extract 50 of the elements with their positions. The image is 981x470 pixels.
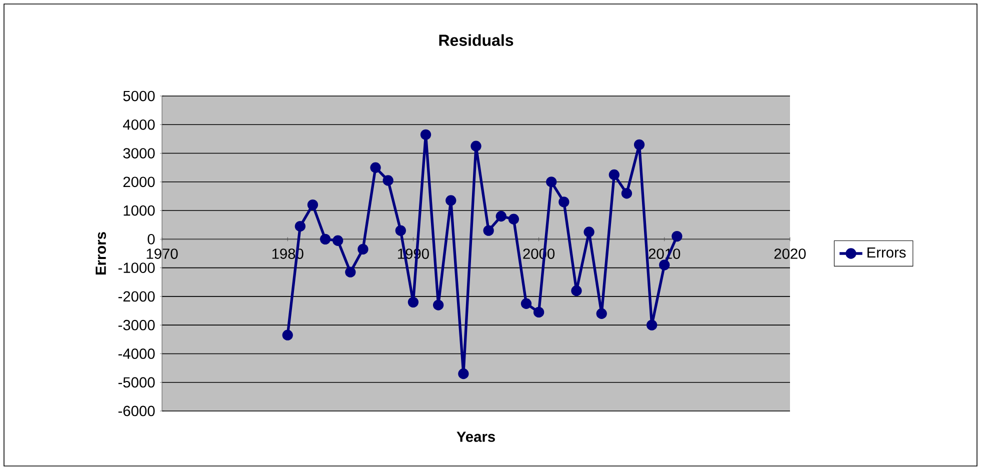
y-axis-title: Errors: [96, 232, 106, 275]
y-tick-label: 5000: [123, 90, 155, 102]
point: [345, 266, 356, 278]
point: [395, 225, 406, 236]
point: [358, 244, 368, 255]
point: [408, 296, 419, 308]
y-tick-label: 4000: [123, 119, 155, 130]
point: [332, 235, 344, 246]
point: [320, 234, 331, 245]
y-tick-label: -5000: [118, 377, 155, 388]
y-tick-label: 1000: [124, 205, 155, 216]
legend-label: Errors: [868, 247, 906, 258]
point: [458, 368, 469, 380]
y-tick-label: -4000: [118, 348, 155, 359]
point: [420, 129, 432, 140]
point: [294, 220, 306, 232]
point: [608, 169, 620, 180]
point: [546, 176, 557, 188]
point: [483, 225, 494, 236]
point: [446, 195, 456, 206]
point: [571, 285, 582, 296]
chart-title: Residuals: [439, 34, 514, 46]
point: [508, 214, 520, 224]
point: [432, 300, 444, 310]
point: [558, 196, 570, 208]
point: [520, 298, 532, 309]
point: [646, 320, 658, 330]
x-tick-label: 1970: [146, 248, 178, 259]
point: [282, 330, 293, 340]
x-axis-title: Years: [456, 432, 495, 442]
point: [382, 175, 394, 186]
point: [307, 199, 318, 210]
y-tick-label: -1000: [118, 262, 155, 274]
point: [533, 306, 544, 318]
point: [470, 140, 482, 152]
point: [672, 230, 682, 242]
y-tick-label: -2000: [118, 291, 155, 302]
y-tick-label: -3000: [118, 320, 155, 330]
y-tick-label: 0: [148, 234, 155, 244]
point: [584, 226, 594, 238]
point: [496, 210, 506, 222]
point: [634, 139, 645, 150]
point: [659, 260, 670, 270]
x-tick-label: 2020: [774, 248, 806, 259]
y-tick-label: 2000: [123, 176, 155, 188]
point: [621, 188, 632, 199]
point: [596, 308, 607, 319]
y-tick-label: 3000: [123, 148, 155, 158]
y-tick-label: -6000: [118, 406, 155, 416]
point: [370, 162, 381, 173]
